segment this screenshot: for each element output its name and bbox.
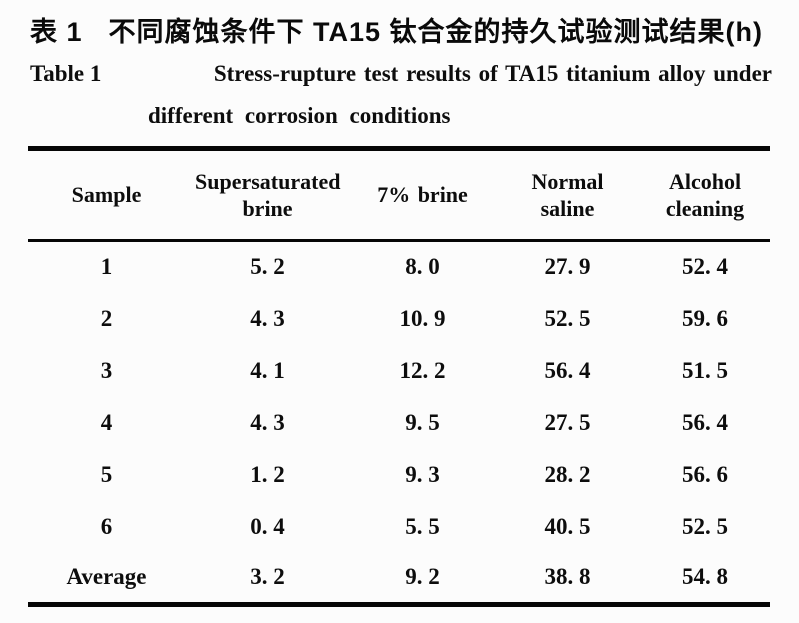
sample-id-cell: 5 (100, 461, 113, 487)
value-cell: 52. 5 (682, 513, 728, 539)
value-cell: 54. 8 (682, 564, 728, 590)
table-row: 1 5. 2 8. 0 27. 9 52. 4 (28, 241, 770, 293)
table-number-en: Table 1 (30, 61, 102, 86)
value-cell: 4. 3 (250, 305, 285, 331)
value-cell: 56. 4 (682, 409, 728, 435)
table-row: 3 4. 1 12. 2 56. 4 51. 5 (28, 345, 770, 397)
col-header-supersaturated-brine: Supersaturated brine (185, 148, 350, 242)
value-cell: 28. 2 (544, 461, 591, 487)
value-cell: 9. 2 (405, 564, 440, 590)
table-row: 5 1. 2 9. 3 28. 2 56. 6 (28, 449, 770, 501)
sample-id-cell: 4 (100, 409, 113, 435)
value-cell: 38. 8 (544, 564, 591, 590)
value-cell: 10. 9 (399, 305, 446, 331)
sample-id-cell: 6 (100, 513, 113, 539)
value-cell: 1. 2 (250, 461, 285, 487)
value-cell: 9. 5 (405, 409, 440, 435)
value-cell: 12. 2 (399, 357, 446, 383)
col-header-alcohol-cleaning: Alcohol cleaning (640, 148, 770, 242)
value-cell: 4. 1 (250, 357, 285, 383)
header-row: Sample Supersaturated brine 7% brine Nor… (28, 148, 770, 242)
value-cell: 8. 0 (405, 254, 440, 280)
value-cell: 51. 5 (682, 357, 728, 383)
value-cell: 5. 5 (405, 513, 440, 539)
sample-id-cell: 1 (100, 254, 113, 280)
col-header-sample: Sample (28, 148, 185, 242)
table-caption-en-text: Stress-rupture test results of TA15 tita… (213, 61, 772, 86)
value-cell: 56. 6 (682, 461, 728, 487)
value-cell: 27. 9 (544, 254, 591, 280)
value-cell: 40. 5 (544, 513, 591, 539)
value-cell: 59. 6 (682, 305, 728, 331)
value-cell: 4. 3 (250, 409, 285, 435)
col-header-normal-saline: Normal saline (495, 148, 640, 242)
value-cell: 56. 4 (544, 357, 591, 383)
table-title-chinese: 表 1 不同腐蚀条件下 TA15 钛合金的持久试验测试结果(h) (30, 10, 772, 49)
sample-id-cell: 3 (100, 357, 113, 383)
value-cell: 27. 5 (544, 409, 591, 435)
table-title-zh-text: 不同腐蚀条件下 TA15 钛合金的持久试验测试结果(h) (108, 17, 764, 47)
value-cell: 5. 2 (250, 254, 285, 280)
table-row: 2 4. 3 10. 9 52. 5 59. 6 (28, 293, 770, 345)
table-caption-english-line1: Table 1 Stress-rupture test results of T… (30, 61, 772, 87)
col-header-7pct-brine: 7% brine (350, 148, 495, 242)
value-cell: 9. 3 (405, 461, 440, 487)
table-row-average: Average 3. 2 9. 2 38. 8 54. 8 (28, 553, 770, 605)
table-row: 4 4. 3 9. 5 27. 5 56. 4 (28, 397, 770, 449)
results-table: Sample Supersaturated brine 7% brine Nor… (28, 146, 770, 607)
table-caption-english-line2: different corrosion conditions (148, 103, 451, 128)
value-cell: 0. 4 (250, 513, 285, 539)
table-row: 6 0. 4 5. 5 40. 5 52. 5 (28, 501, 770, 553)
value-cell: 52. 4 (682, 254, 728, 280)
sample-id-cell: 2 (100, 305, 113, 331)
value-cell: 3. 2 (250, 564, 285, 590)
value-cell: 52. 5 (544, 305, 591, 331)
table-number-zh: 表 1 (30, 17, 83, 47)
average-label-cell: Average (66, 564, 147, 590)
